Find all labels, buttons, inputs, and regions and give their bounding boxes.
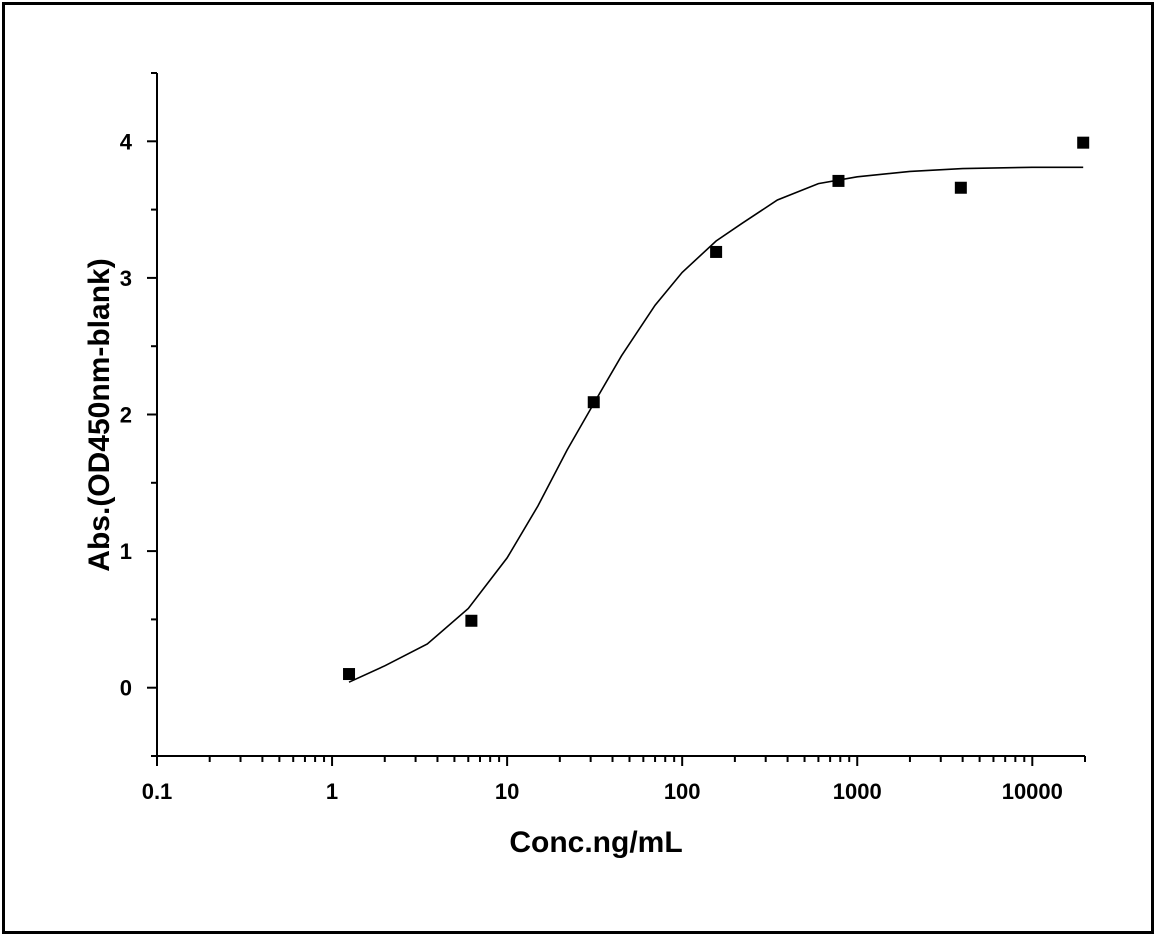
data-point: [954, 181, 967, 194]
x-tick-label: 10000: [1002, 779, 1063, 804]
y-tick-label: 1: [120, 539, 132, 564]
data-point: [1077, 136, 1090, 149]
tick-labels: 0 1 2 3 4 0.1 1 10 100 1000 10000: [120, 129, 1063, 804]
data-point: [710, 245, 723, 258]
y-tick-label: 4: [120, 129, 133, 154]
y-tick-label: 0: [120, 676, 132, 701]
x-tick-label: 100: [664, 779, 701, 804]
axes: [156, 73, 1085, 757]
x-tick-label: 10: [495, 779, 519, 804]
fit-curve: [348, 166, 1084, 683]
data-point: [832, 174, 845, 187]
data-point: [587, 396, 600, 409]
axis-ticks: [147, 72, 1086, 766]
data-point: [465, 614, 478, 627]
x-axis-title: Conc.ng/mL: [509, 826, 682, 859]
x-tick-label: 1000: [833, 779, 882, 804]
y-tick-label: 3: [120, 266, 132, 291]
series: [343, 136, 1090, 683]
x-tick-label: 0.1: [142, 779, 173, 804]
y-axis-title: Abs.(OD450nm-blank): [83, 258, 116, 571]
x-tick-label: 1: [326, 779, 338, 804]
y-tick-label: 2: [120, 403, 132, 428]
data-point: [343, 668, 356, 681]
